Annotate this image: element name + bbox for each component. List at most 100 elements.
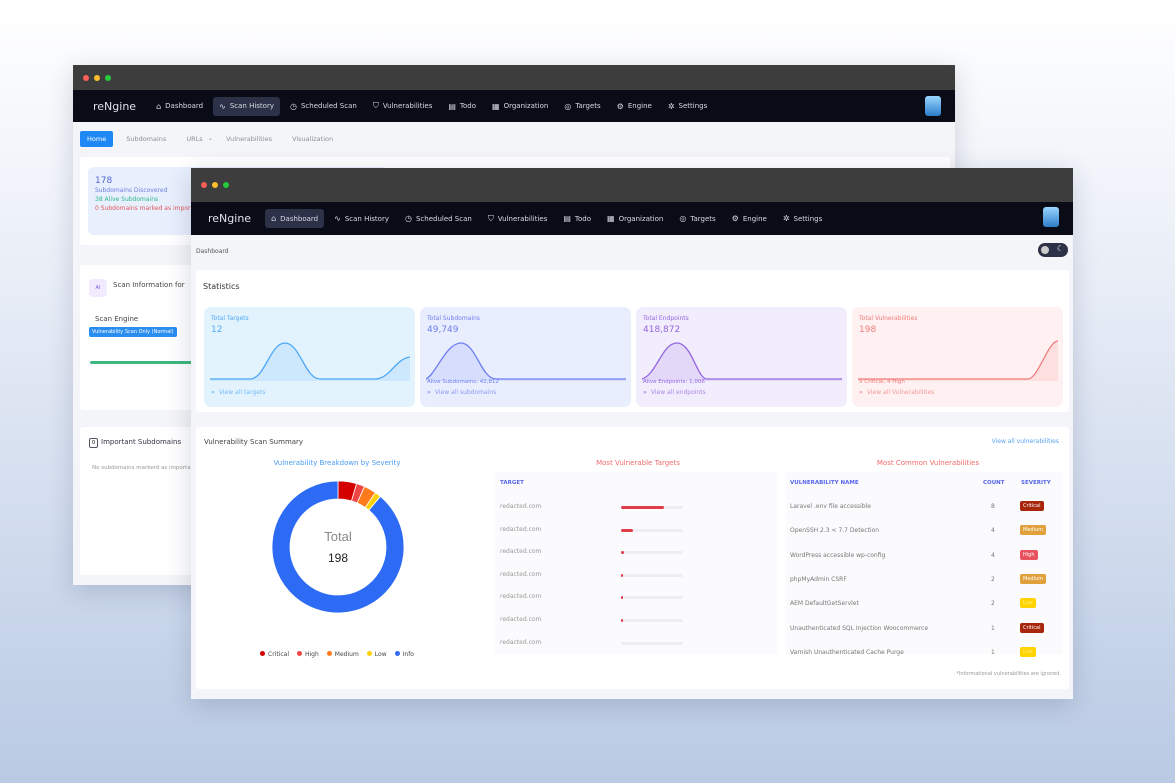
minimize-dot[interactable]	[212, 182, 218, 188]
target-name: redacted.com	[500, 638, 542, 646]
sub-nav: Home Subdomains URLs ⌄ Vulnerabilities Visual…	[80, 131, 340, 147]
legend-item-high[interactable]: High	[297, 651, 319, 658]
scan-info-title: Scan Information for	[113, 281, 185, 289]
nav-item-engine[interactable]: ⚙ Engine	[726, 209, 773, 228]
severity-badge: Medium	[1020, 525, 1046, 536]
nav-item-scheduled-scan[interactable]: ◷ Scheduled Scan	[284, 97, 363, 116]
target-row[interactable]: redacted.com	[494, 499, 778, 521]
nav-item-targets[interactable]: ◎ Targets	[558, 97, 606, 116]
avatar[interactable]	[1043, 207, 1059, 227]
gear-icon: ✲	[667, 101, 675, 111]
avatar[interactable]	[925, 96, 941, 116]
nav-item-todo[interactable]: ▤ Todo	[557, 209, 597, 228]
stat-link[interactable]: » View all Vulnerabilities	[859, 389, 934, 396]
nav-item-organization[interactable]: ▦ Organization	[601, 209, 669, 228]
important-title: Important Subdomains	[101, 438, 182, 446]
double-chevron-icon: »	[859, 389, 863, 396]
legend-item-medium[interactable]: Medium	[326, 651, 359, 658]
legend-item-low[interactable]: Low	[366, 651, 387, 658]
vulnerability-name: Unauthenticated SQL Injection Woocommerc…	[790, 624, 929, 632]
nav-item-settings[interactable]: ✲ Settings	[777, 209, 828, 228]
target-row[interactable]: redacted.com	[494, 589, 778, 611]
severity-badge: Critical	[1020, 622, 1044, 633]
stat-link[interactable]: » View all targets	[211, 389, 265, 396]
nav-item-scan-history[interactable]: ∿ Scan History	[328, 209, 395, 228]
target-name: redacted.com	[500, 548, 542, 556]
vulnerability-row[interactable]: phpMyAdmin CSRF 2 Medium	[786, 572, 1063, 594]
nav-label: Targets	[575, 102, 601, 110]
stat-link[interactable]: » View all endpoints	[643, 389, 706, 396]
severity-badge: Low	[1020, 646, 1036, 657]
nav-item-scan-history[interactable]: ∿ Scan History	[213, 96, 280, 116]
vulnerability-name: Laravel .env file accessible	[790, 503, 871, 510]
vulnerability-row[interactable]: OpenSSH 2.3 < 7.7 Detection 4 Medium	[786, 523, 1063, 545]
nav-item-vulnerabilities[interactable]: ⛉ Vulnerabilities	[482, 209, 554, 229]
nav-item-targets[interactable]: ◎ Targets	[673, 209, 721, 228]
legend-label: Info	[402, 651, 414, 658]
nav-item-engine[interactable]: ⚙ Engine	[611, 97, 658, 116]
column-header[interactable]: COUNT	[983, 480, 1005, 486]
target-bar-track	[621, 551, 683, 555]
target-row[interactable]: redacted.com	[494, 544, 778, 566]
nav-item-dashboard[interactable]: ⌂ Dashboard	[150, 97, 209, 116]
vulnerability-count: 2	[991, 600, 995, 608]
important-count: 0	[89, 438, 99, 448]
vulnerability-count: 4	[991, 551, 995, 559]
target-row[interactable]: redacted.com	[494, 567, 778, 589]
maximize-dot[interactable]	[223, 182, 229, 188]
subnav-visualization[interactable]: Visualization	[292, 135, 334, 143]
stat-value: 418,872	[643, 325, 681, 335]
vulnerability-row[interactable]: Varnish Unauthenticated Cache Purge 1 Low	[786, 645, 1063, 667]
nav-item-todo[interactable]: ▤ Todo	[442, 97, 482, 116]
maximize-dot[interactable]	[105, 75, 111, 81]
target-row[interactable]: redacted.com	[494, 522, 778, 544]
vulnerability-row[interactable]: AEM DefaultGetServlet 2 Low	[786, 596, 1063, 618]
stat-card-total-subdomains: Total Subdomains 49,749 Alive Subdomains: …	[420, 307, 631, 407]
stat-card-total-targets: Total Targets 12 » View all targets	[204, 307, 415, 407]
theme-toggle[interactable]: ☾	[1038, 243, 1068, 257]
vulnerability-row[interactable]: Unauthenticated SQL Injection Woocommerc…	[786, 621, 1063, 643]
nav-label: Scan History	[229, 102, 274, 110]
legend-item-info[interactable]: Info	[394, 651, 414, 658]
nav-label: Engine	[742, 214, 767, 223]
legend-dot-icon	[366, 651, 372, 656]
legend-item-critical[interactable]: Critical	[260, 651, 289, 658]
file-icon: ▤	[448, 101, 456, 111]
target-row[interactable]: redacted.com	[494, 635, 778, 657]
nav-item-scheduled-scan[interactable]: ◷ Scheduled Scan	[399, 209, 478, 228]
nav-item-organization[interactable]: ▦ Organization	[486, 97, 554, 116]
vulnerability-row[interactable]: WordPress accessible wp-config 4 High	[786, 548, 1063, 570]
subnav-vulnerabilities[interactable]: Vulnerabilities	[226, 135, 273, 143]
stat-sub: Alive Endpoints: 1,006	[643, 379, 705, 385]
avatar: AI	[89, 279, 107, 297]
severity-donut-chart: Total 198	[271, 480, 405, 614]
nav-label: Targets	[690, 214, 716, 223]
minimize-dot[interactable]	[94, 75, 100, 81]
column-header[interactable]: SEVERITY	[1021, 480, 1051, 486]
column-header[interactable]: VULNERABILITY NAME	[790, 480, 859, 486]
close-dot[interactable]	[83, 75, 89, 81]
important-subdomains: 0 Subdomains marked as important	[95, 205, 203, 212]
nav-item-dashboard[interactable]: ⌂ Dashboard	[265, 209, 325, 228]
legend-dot-icon	[326, 651, 332, 656]
vulnerability-row[interactable]: Laravel .env file accessible 8 Critical	[786, 499, 1063, 521]
target-row[interactable]: redacted.com	[494, 612, 778, 634]
vulnerability-name: WordPress accessible wp-config	[790, 551, 886, 559]
breadcrumb[interactable]: Dashboard	[196, 248, 229, 255]
nav-item-vulnerabilities[interactable]: ⛉ Vulnerabilities	[367, 96, 439, 116]
target-bar-track	[621, 506, 683, 509]
subnav-home[interactable]: Home	[80, 131, 114, 147]
double-chevron-icon: »	[211, 389, 215, 396]
subnav-urls[interactable]: URLs	[186, 135, 203, 143]
subnav-subdomains[interactable]: Subdomains	[126, 135, 167, 143]
slice-info[interactable]	[271, 480, 405, 614]
nav-item-settings[interactable]: ✲ Settings	[662, 97, 713, 116]
view-all-vulnerabilities-link[interactable]: View all vulnerabilities	[991, 438, 1059, 445]
target-bar-track	[621, 641, 683, 645]
stat-link[interactable]: » View all subdomains	[427, 389, 496, 396]
close-dot[interactable]	[201, 182, 207, 188]
common-title: Most Common Vulnerabilities	[876, 459, 980, 467]
top-nav: reNgine ⌂ Dashboard ∿ Scan History ◷ Schedule…	[191, 202, 1073, 235]
target-bar-track	[621, 573, 683, 577]
nav-label: Vulnerabilities	[382, 102, 433, 110]
